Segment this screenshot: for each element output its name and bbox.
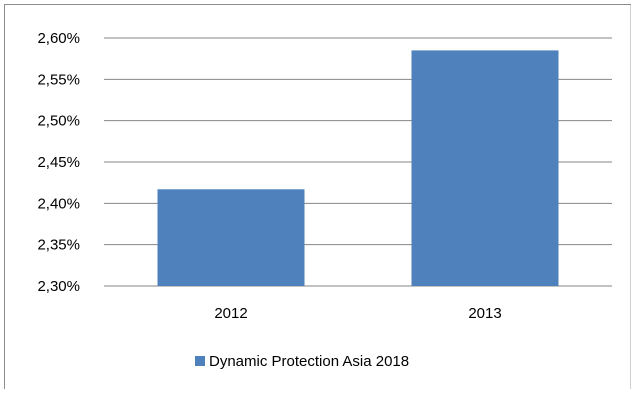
legend-swatch <box>195 356 205 366</box>
y-tick-label: 2,45% <box>37 154 80 171</box>
bars <box>157 50 559 287</box>
x-tick-label: 2013 <box>468 305 501 322</box>
y-tick-label: 2,50% <box>37 113 80 130</box>
y-tick-label: 2,55% <box>37 71 80 88</box>
y-tick-label: 2,60% <box>37 30 80 47</box>
y-tick-label: 2,35% <box>37 237 80 254</box>
bar-2013 <box>411 50 559 287</box>
x-tick-label: 2012 <box>214 305 247 322</box>
y-tick-label: 2,30% <box>37 278 80 295</box>
legend: Dynamic Protection Asia 2018 <box>195 353 409 370</box>
chart-frame <box>4 4 631 389</box>
y-axis-ticks: 2,30% 2,35% 2,40% 2,45% 2,50% 2,55% 2,60% <box>37 30 80 295</box>
x-axis-ticks: 2012 2013 <box>214 305 501 322</box>
legend-label: Dynamic Protection Asia 2018 <box>209 353 409 370</box>
y-tick-label: 2,40% <box>37 195 80 212</box>
bar-2012 <box>157 189 305 286</box>
